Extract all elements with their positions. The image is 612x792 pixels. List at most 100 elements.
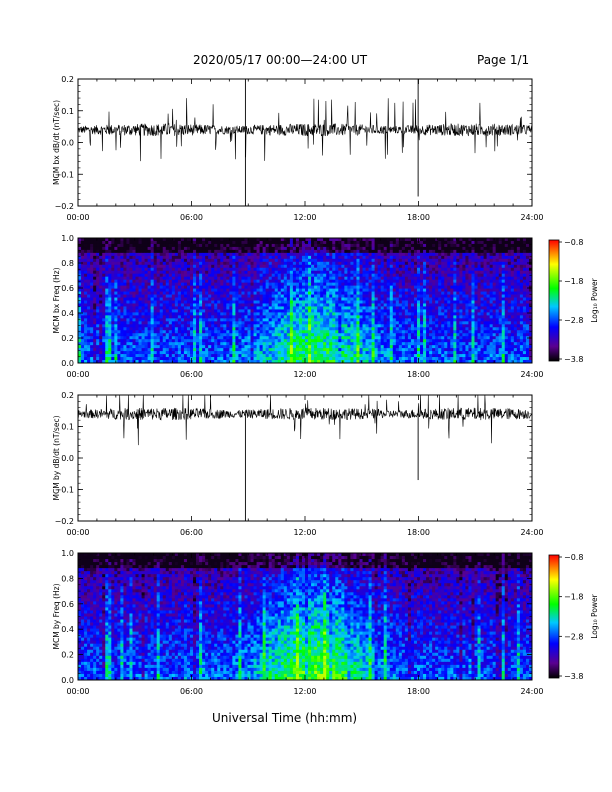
spectrogram-cell xyxy=(165,285,170,289)
spectrogram-cell xyxy=(371,315,376,319)
spectrogram-cell xyxy=(504,324,509,328)
spectrogram-cell xyxy=(483,252,487,257)
spectrogram-cell xyxy=(356,282,360,287)
spectrogram-cell xyxy=(320,261,324,266)
spectrogram-cell xyxy=(341,279,345,284)
spectrogram-cell xyxy=(386,258,391,263)
spectrogram-cell xyxy=(462,327,466,331)
spectrogram-cell xyxy=(171,255,176,260)
spectrogram-cell xyxy=(138,315,142,319)
spectrogram-cell xyxy=(459,300,463,304)
spectrogram-cell xyxy=(498,267,503,272)
spectrogram-cell xyxy=(238,252,242,257)
spectrogram-cell xyxy=(150,315,155,319)
spectrogram-cell xyxy=(444,255,448,260)
spectrogram-cell xyxy=(81,267,85,272)
spectrogram-cell xyxy=(147,333,152,337)
spectrogram-cell xyxy=(410,291,415,295)
spectrogram-cell xyxy=(471,264,475,269)
spectrogram-cell xyxy=(353,249,357,254)
spectrogram-cell xyxy=(96,294,100,298)
spectrogram-cell xyxy=(450,321,454,325)
spectrogram-cell xyxy=(232,312,236,316)
spectrogram-cell xyxy=(286,300,291,304)
spectrogram-cell xyxy=(193,285,197,289)
spectrogram-cell xyxy=(150,294,155,298)
spectrogram-cell xyxy=(447,303,451,307)
spectrogram-cell xyxy=(126,279,130,284)
spectrogram-cell xyxy=(525,303,530,307)
spectrogram-cell xyxy=(202,333,206,337)
spectrogram-cell xyxy=(401,288,406,292)
spectrogram-cell xyxy=(377,303,382,307)
spectrogram-cell xyxy=(492,297,497,301)
spectrogram-cell xyxy=(93,306,97,310)
spectrogram-cell xyxy=(332,312,336,316)
spectrogram-cell xyxy=(165,270,170,275)
spectrogram-cell xyxy=(507,261,512,266)
spectrogram-cell xyxy=(407,270,412,275)
spectrogram-cell xyxy=(435,273,439,278)
spectrogram-cell xyxy=(168,249,173,254)
spectrogram-cell xyxy=(280,246,285,251)
spectrogram-cell xyxy=(359,297,363,301)
spectrogram-cell xyxy=(317,327,321,331)
spectrogram-cell xyxy=(426,264,430,269)
spectrogram-cell xyxy=(217,249,221,254)
spectrogram-cell xyxy=(305,300,309,304)
spectrogram-cell xyxy=(135,276,139,281)
spectrogram-cell xyxy=(199,282,203,287)
spectrogram-cell xyxy=(259,315,264,319)
spectrogram-cell xyxy=(174,246,179,251)
spectrogram-cell xyxy=(280,309,285,313)
spectrogram-cell xyxy=(341,276,345,281)
spectrogram-cell xyxy=(295,303,300,307)
spectrogram-cell xyxy=(183,279,188,284)
spectrogram-cell xyxy=(147,258,152,263)
spectrogram-cell xyxy=(217,243,221,248)
spectrogram-cell xyxy=(459,285,463,289)
spectrogram-cell xyxy=(174,261,179,266)
spectrogram-cell xyxy=(280,255,285,260)
spectrogram-cell xyxy=(189,264,194,269)
spectrogram-cell xyxy=(486,240,491,245)
spectrogram-cell xyxy=(193,249,197,254)
spectrogram-cell xyxy=(177,324,182,328)
spectrogram-cell xyxy=(353,306,357,310)
spectrogram-cell xyxy=(120,264,124,269)
spectrogram-cell xyxy=(202,306,206,310)
spectrogram-cell xyxy=(295,252,300,257)
spectrogram-cell xyxy=(510,312,515,316)
spectrogram-cell xyxy=(259,291,264,295)
spectrogram-cell xyxy=(444,318,448,322)
spectrogram-cell xyxy=(93,258,97,263)
spectrogram-cell xyxy=(513,300,518,304)
spectrogram-cell xyxy=(126,267,130,272)
spectrogram-cell xyxy=(105,249,109,254)
spectrogram-cell xyxy=(432,327,436,331)
spectrogram-cell xyxy=(268,291,273,295)
spectrogram-cell xyxy=(465,309,469,313)
spectrogram-cell xyxy=(335,312,339,316)
spectrogram-cell xyxy=(468,240,472,245)
spectrogram-cell xyxy=(519,306,524,310)
spectrogram-cell xyxy=(486,270,491,275)
spectrogram-cell xyxy=(528,258,533,263)
spectrogram-cell xyxy=(519,258,524,263)
spectrogram-cell xyxy=(404,270,409,275)
spectrogram-cell xyxy=(510,273,515,278)
spectrogram-cell xyxy=(311,282,315,287)
spectrogram-cell xyxy=(229,249,233,254)
spectrogram-cell xyxy=(362,291,366,295)
spectrogram-cell xyxy=(171,312,176,316)
spectrogram-cell xyxy=(498,252,503,257)
spectrogram-cell xyxy=(477,321,481,325)
spectrogram-cell xyxy=(223,300,227,304)
spectrogram-cell xyxy=(111,252,115,257)
spectrogram-cell xyxy=(317,288,321,292)
spectrogram-cell xyxy=(311,315,315,319)
spectrogram-cell xyxy=(522,261,527,266)
spectrogram-cell xyxy=(256,276,260,281)
spectrogram-cell xyxy=(241,291,245,295)
spectrogram-cell xyxy=(341,294,345,298)
